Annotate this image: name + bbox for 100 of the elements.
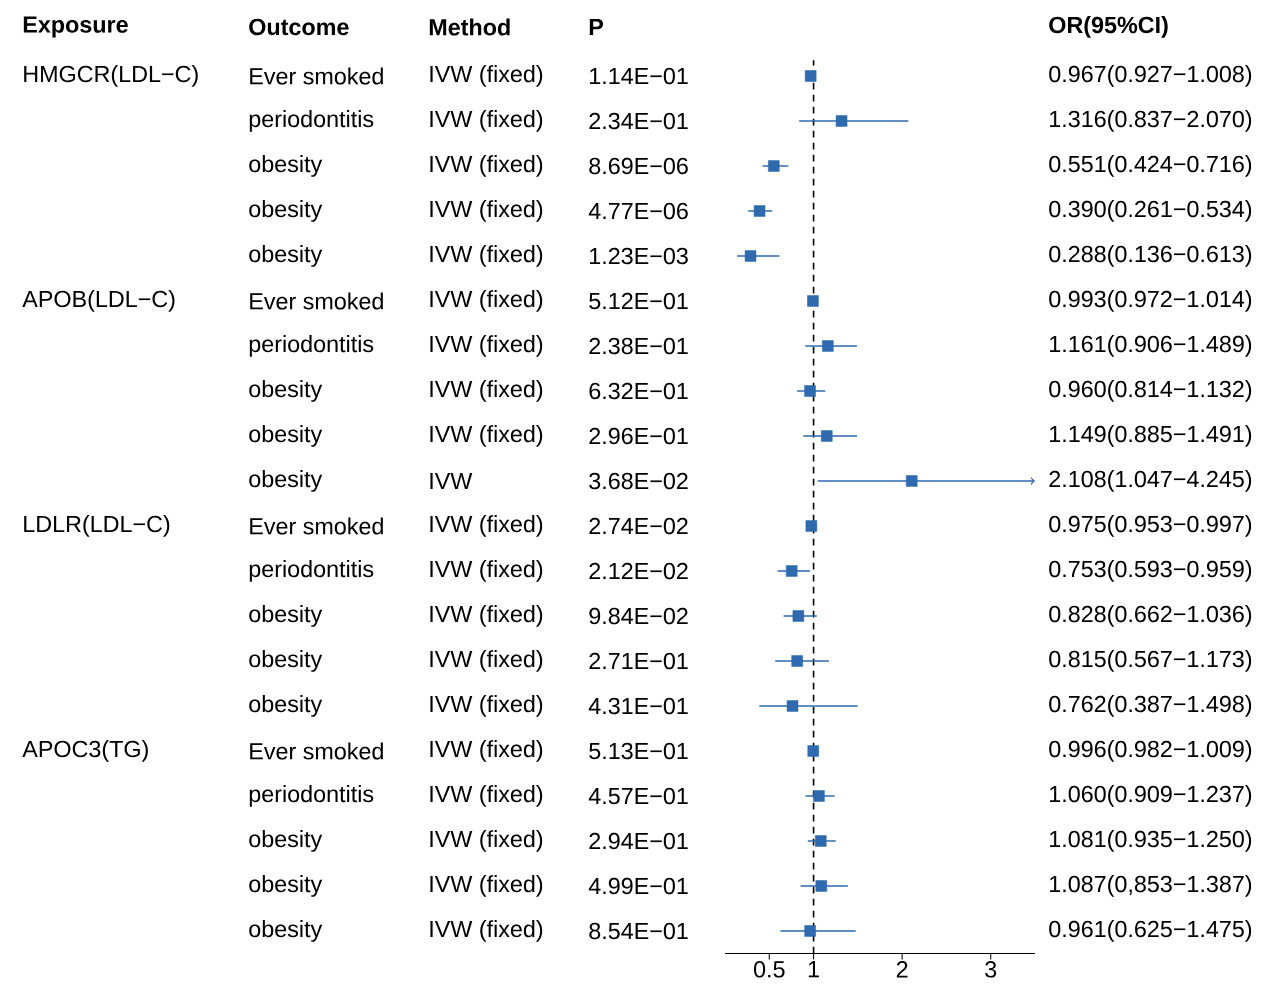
point: [791, 655, 803, 667]
data-label: 0.288(0.136−0.613): [1049, 245, 1252, 267]
text: IVW (fixed): [430, 515, 543, 537]
data-label: 1.316(0.837−2.070): [1050, 110, 1252, 132]
text: obesity: [249, 200, 323, 222]
data-label: 0.390(0.261−0.534): [1049, 200, 1252, 222]
text: IVW (fixed): [430, 110, 543, 132]
point: [821, 430, 833, 442]
data-label: 0.993(0.972−1.014): [1049, 290, 1252, 312]
text: 8.69E−06: [589, 157, 688, 175]
text: 4.31E−01: [588, 697, 688, 715]
text: IVW (fixed): [430, 155, 543, 177]
point: [815, 880, 828, 892]
text: APOC3(TG): [22, 740, 148, 762]
text: Outcome: [249, 18, 349, 36]
text: obesity: [249, 245, 323, 267]
x-tick-label: 0.5: [754, 961, 785, 978]
text: 1.23E−03: [590, 247, 688, 265]
point: [822, 340, 834, 352]
text: IVW (fixed): [430, 65, 543, 87]
data-label: 1.081(0.935−1.250): [1050, 830, 1252, 852]
text: obesity: [249, 425, 323, 447]
text: obesity: [249, 920, 323, 942]
x-tick-label: 2: [896, 961, 908, 978]
text: IVW (fixed): [430, 695, 543, 717]
data-label: 2.108(1.047−4.245): [1049, 470, 1252, 492]
text: 5.12E−01: [589, 292, 688, 310]
data-label: 1.087(0,853−1.387): [1050, 875, 1252, 897]
data-label: 0.996(0.982−1.009): [1049, 740, 1252, 762]
text: IVW (fixed): [430, 560, 543, 582]
data-label: 0.753(0.593−0.959): [1049, 560, 1252, 582]
text: 2.96E−01: [589, 427, 688, 445]
text: periodontitis: [249, 335, 374, 357]
text: IVW (fixed): [430, 290, 543, 312]
text: obesity: [249, 875, 323, 897]
data-label: 1.149(0.885−1.491): [1050, 425, 1252, 447]
text: 2.94E−01: [589, 832, 688, 850]
data-label: 0.961(0.625−1.475): [1049, 920, 1252, 942]
point: [807, 295, 819, 307]
text: obesity: [249, 695, 323, 717]
point: [905, 475, 918, 487]
data-label: 0.551(0.424−0.716): [1049, 155, 1252, 177]
text: obesity: [249, 380, 323, 402]
text: IVW (fixed): [430, 335, 543, 357]
text: 2.38E−01: [589, 337, 688, 355]
text: Ever smoked: [250, 67, 383, 85]
point: [804, 925, 816, 937]
data-label: 1.161(0.906−1.489): [1050, 335, 1252, 357]
text: 2.12E−02: [589, 562, 688, 580]
text: IVW (fixed): [430, 830, 543, 852]
point: [805, 520, 818, 532]
x-tick-label: 1: [808, 961, 819, 978]
point: [804, 70, 817, 82]
data-label: 0.960(0.814−1.132): [1049, 380, 1252, 402]
text: IVW (fixed): [430, 650, 543, 672]
text: IVW (fixed): [430, 785, 543, 807]
text: IVW (fixed): [430, 875, 543, 897]
text: OR(95%CI): [1049, 16, 1168, 38]
text: IVW (fixed): [430, 740, 543, 762]
data-label: 0.762(0.387−1.498): [1049, 695, 1252, 717]
text: periodontitis: [249, 560, 374, 582]
point: [785, 565, 798, 577]
text: periodontitis: [249, 110, 374, 132]
text: Ever smoked: [250, 292, 383, 310]
text: HMGCR(LDL−C): [24, 65, 198, 87]
text: 1.14E−01: [590, 67, 688, 85]
point: [807, 745, 819, 757]
text: Ever smoked: [250, 742, 383, 760]
data-label: 0.815(0.567−1.173): [1049, 650, 1252, 672]
data-label: 1.060(0.909−1.237): [1050, 785, 1252, 807]
text: periodontitis: [249, 785, 374, 807]
text: 4.99E−01: [588, 877, 688, 895]
point: [813, 790, 825, 802]
point: [804, 385, 816, 397]
text: 2.34E−01: [589, 112, 688, 130]
point: [792, 610, 805, 622]
text: IVW (fixed): [430, 200, 543, 222]
text: IVW (fixed): [430, 380, 543, 402]
text: obesity: [249, 470, 323, 492]
point: [753, 205, 766, 217]
text: Ever smoked: [250, 517, 383, 535]
data-label: 0.967(0.927−1.008): [1049, 65, 1252, 87]
point: [815, 835, 827, 847]
data-label: 0.828(0.662−1.036): [1049, 605, 1252, 627]
text: IVW: [430, 472, 473, 490]
text: 2.74E−02: [589, 517, 688, 535]
point: [786, 700, 799, 712]
text: IVW (fixed): [430, 425, 543, 447]
data-label: 0.975(0.953−0.997): [1049, 515, 1252, 537]
text: obesity: [249, 650, 323, 672]
text: 3.68E−02: [589, 472, 688, 490]
text: obesity: [249, 605, 323, 627]
text: 5.13E−01: [589, 742, 688, 760]
point: [744, 250, 757, 262]
point: [768, 160, 780, 172]
text: 2.71E−01: [589, 652, 688, 670]
text: 6.32E−01: [589, 382, 688, 400]
text: 4.57E−01: [588, 787, 688, 805]
text: obesity: [249, 155, 323, 177]
x-tick-label: 3: [985, 961, 997, 978]
